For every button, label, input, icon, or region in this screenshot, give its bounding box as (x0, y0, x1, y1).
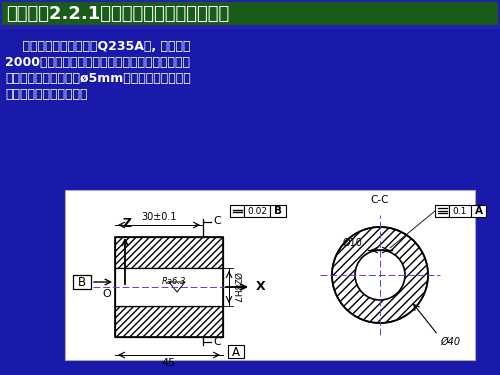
Text: 45: 45 (162, 358, 176, 368)
Bar (115, 237, 223, 268)
Bar (115, 237, 223, 337)
Text: C-C: C-C (371, 195, 389, 205)
Text: A: A (232, 345, 240, 358)
Text: Z: Z (122, 217, 132, 230)
Text: C: C (213, 216, 221, 226)
Bar (230, 205, 244, 217)
Circle shape (332, 227, 428, 323)
Bar (228, 345, 244, 358)
Bar (0, 0, 500, 27)
Bar (270, 205, 286, 217)
Text: O: O (102, 289, 111, 299)
Bar (471, 205, 486, 217)
Bar (65, 190, 475, 360)
Text: Ø28H7: Ø28H7 (232, 272, 241, 302)
Bar (115, 306, 223, 337)
Bar (115, 268, 223, 306)
Text: Ø10: Ø10 (342, 238, 362, 248)
Text: 工作任务2.2.1：确定套筒零件的定位形式: 工作任务2.2.1：确定套筒零件的定位形式 (6, 4, 229, 22)
Text: Ø40: Ø40 (440, 337, 460, 347)
Text: A: A (474, 206, 482, 216)
Text: 图示套筒零件，材料为Q235A钢, 生产批量: 图示套筒零件，材料为Q235A钢, 生产批量 (5, 40, 190, 54)
Text: X: X (256, 280, 266, 294)
Text: Ra6.3: Ra6.3 (162, 278, 186, 286)
Bar (449, 205, 471, 217)
Text: 30±0.1: 30±0.1 (142, 212, 177, 222)
Bar (244, 205, 270, 217)
Text: 现在需要钻削零件上方ø5mm的孔。试分析钻削此: 现在需要钻削零件上方ø5mm的孔。试分析钻削此 (5, 72, 191, 86)
Text: C: C (213, 337, 221, 347)
Text: 0.02: 0.02 (247, 207, 267, 216)
Text: 0.1: 0.1 (453, 207, 467, 216)
Bar (73, 275, 91, 289)
Text: 孔时，工件的定位形式。: 孔时，工件的定位形式。 (5, 88, 87, 102)
Text: B: B (274, 206, 282, 216)
Bar (435, 205, 449, 217)
Polygon shape (169, 282, 185, 292)
Circle shape (355, 250, 405, 300)
Text: 2000件。工件已经完成了内、外圆和端面的加工，: 2000件。工件已经完成了内、外圆和端面的加工， (5, 57, 190, 69)
Text: B: B (78, 276, 86, 288)
